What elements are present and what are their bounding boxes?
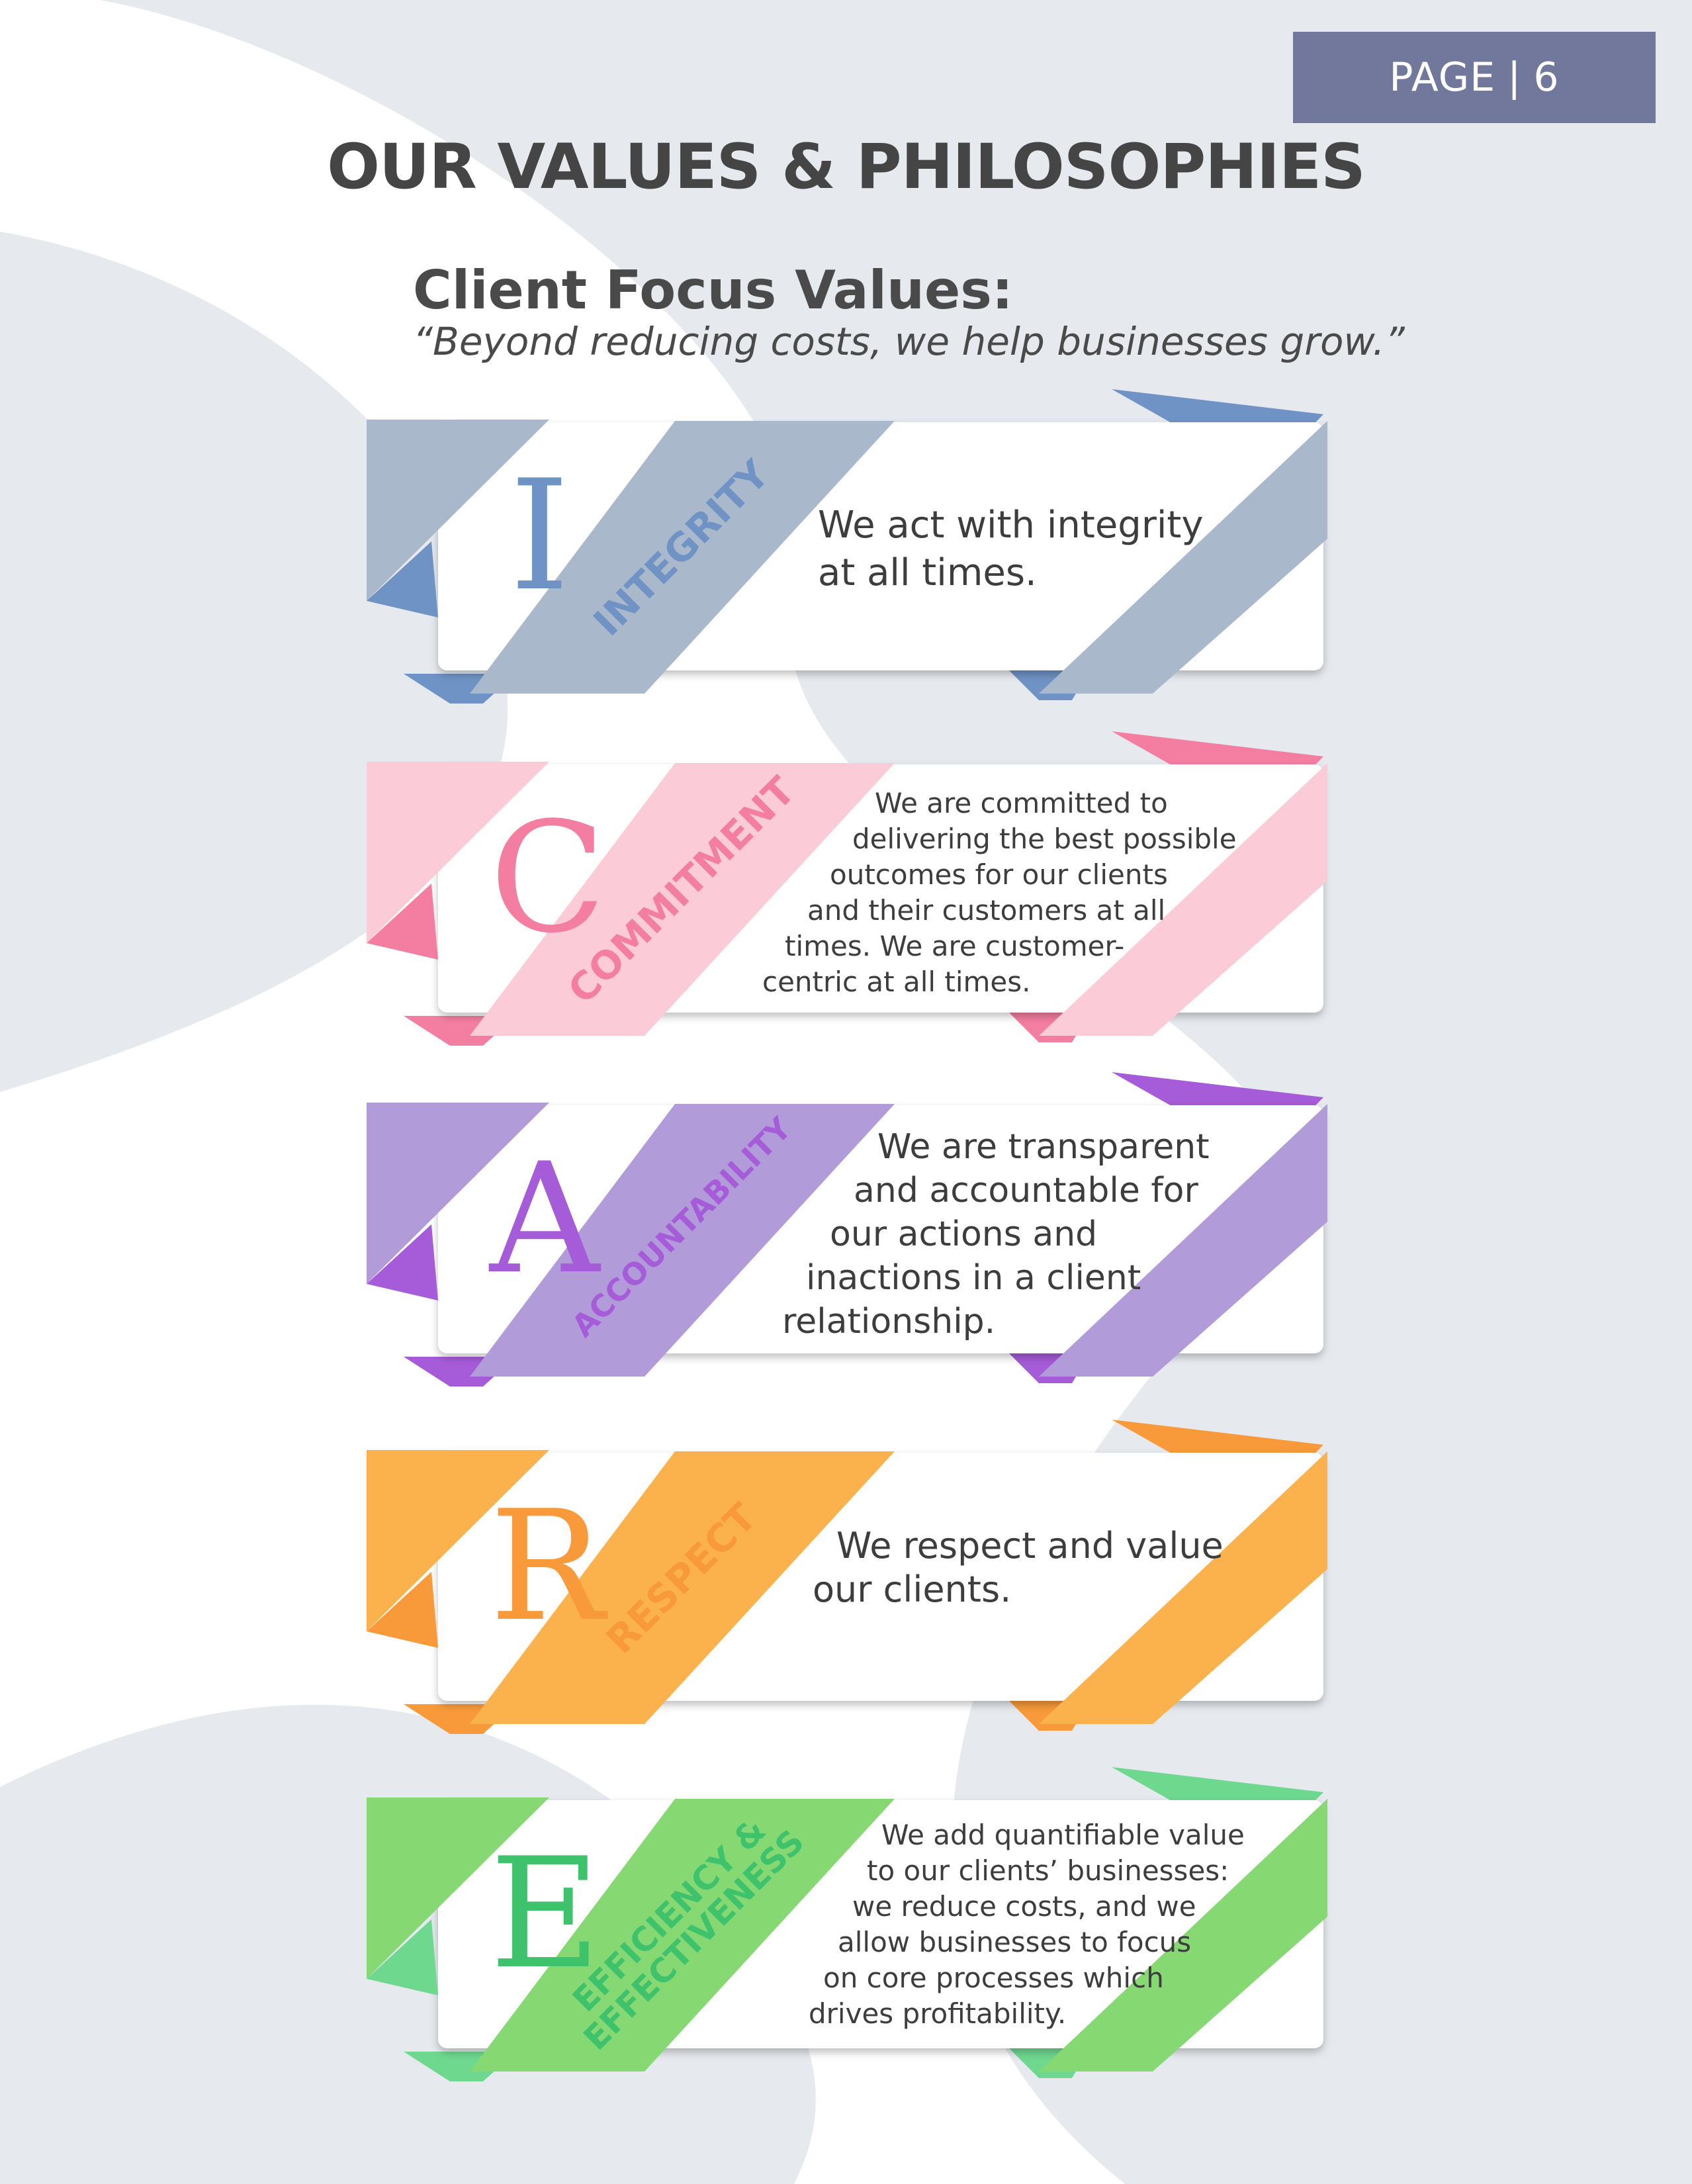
description-line: drives profitability.	[809, 1997, 1067, 2030]
ribbon-left-fold	[367, 541, 438, 617]
card-ribbon-graphic	[367, 389, 1327, 704]
section-subtitle: Client Focus Values:	[413, 259, 1013, 321]
description-line: inactions in a client	[806, 1258, 1141, 1298]
ribbon-diagonal-band	[470, 1799, 895, 2071]
page-title: OUR VALUES & PHILOSOPHIES	[327, 131, 1366, 203]
ribbon-diagonal-band	[470, 763, 895, 1036]
ribbon-left-fold	[367, 1572, 438, 1648]
description-line: outcomes for our clients	[830, 858, 1168, 891]
value-card-respect: R RESPECT We respect and value our clients.	[357, 1420, 1337, 1734]
ribbon-left-corner	[367, 1103, 549, 1284]
value-initial-letter: I	[510, 448, 570, 625]
ribbon-left-fold	[367, 1224, 438, 1300]
description-line: We act with integrity	[818, 504, 1204, 547]
ribbon-left-fold	[367, 884, 438, 960]
ribbon-right-band	[1039, 1799, 1327, 2071]
description-line: relationship.	[782, 1302, 996, 1342]
ribbon-right-band	[1039, 421, 1327, 694]
tagline: “Beyond reducing costs, we help business…	[413, 319, 1405, 364]
page-separator: |	[1507, 54, 1522, 101]
ribbon-diagonal-band	[470, 1104, 895, 1377]
value-description: We add quantifiable value to our clients’…	[357, 1817, 1245, 2032]
value-card-efficiency: E EFFICIENCY & EFFECTIVENESS We add quantif…	[357, 1767, 1337, 2081]
value-description: We respect and value our clients.	[357, 1524, 1224, 1612]
description-line: times. We are customer-	[785, 930, 1125, 962]
card-ribbon-graphic	[367, 1767, 1327, 2081]
ribbon-diagonal-band	[470, 1451, 895, 1724]
card-ribbon-graphic	[367, 1420, 1327, 1734]
page-number-tab: PAGE | 6	[1293, 32, 1656, 123]
card-ribbon-graphic	[367, 1072, 1327, 1387]
ribbon-diagonal-band	[470, 421, 895, 694]
page-label: PAGE	[1389, 54, 1496, 101]
value-description: We act with integrity at all times.	[357, 502, 1204, 597]
description-line: We are committed to	[875, 787, 1168, 819]
card-ribbon-graphic	[367, 731, 1327, 1046]
page-number: 6	[1533, 54, 1560, 101]
description-line: centric at all times.	[762, 966, 1031, 998]
description-line: and accountable for	[854, 1171, 1198, 1210]
ribbon-left-corner	[367, 1450, 549, 1631]
description-line: We add quantifiable value	[881, 1819, 1245, 1851]
description-line: we reduce costs, and we	[852, 1890, 1196, 1923]
ribbon-right-band	[1039, 763, 1327, 1036]
description-line: allow businesses to focus	[838, 1926, 1192, 1958]
description-line: our clients.	[813, 1569, 1012, 1610]
ribbon-left-corner	[367, 762, 549, 943]
description-line: We respect and value	[836, 1525, 1224, 1567]
value-initial-letter: C	[490, 790, 606, 967]
description-line: on core processes which	[823, 1962, 1164, 1994]
value-initial-letter: A	[490, 1131, 600, 1308]
ribbon-left-fold	[367, 1919, 438, 1995]
description-line: We are transparent	[877, 1127, 1210, 1167]
value-card-integrity: I INTEGRITY We act with integrity at all ti…	[357, 389, 1337, 704]
value-initial-letter: E	[490, 1826, 601, 2003]
value-description: We are committed to delivering the best p…	[357, 786, 1237, 1000]
ribbon-left-corner	[367, 420, 549, 601]
description-line: to our clients’ businesses:	[867, 1854, 1229, 1887]
ribbon-right-band	[1039, 1451, 1327, 1724]
description-line: our actions and	[830, 1214, 1098, 1254]
value-description: We are transparent and accountable for our…	[357, 1125, 1210, 1343]
description-line: and their customers at all	[807, 894, 1166, 927]
description-line: delivering the best possible	[852, 823, 1237, 855]
ribbon-left-corner	[367, 1797, 549, 1979]
value-card-accountability: A ACCOUNTABILITY We are transparent and acc…	[357, 1072, 1337, 1387]
ribbon-right-band	[1039, 1104, 1327, 1377]
value-initial-letter: R	[490, 1479, 605, 1655]
description-line: at all times.	[818, 551, 1037, 594]
value-card-commitment: C COMMITMENT We are committed to delivering…	[357, 731, 1337, 1046]
